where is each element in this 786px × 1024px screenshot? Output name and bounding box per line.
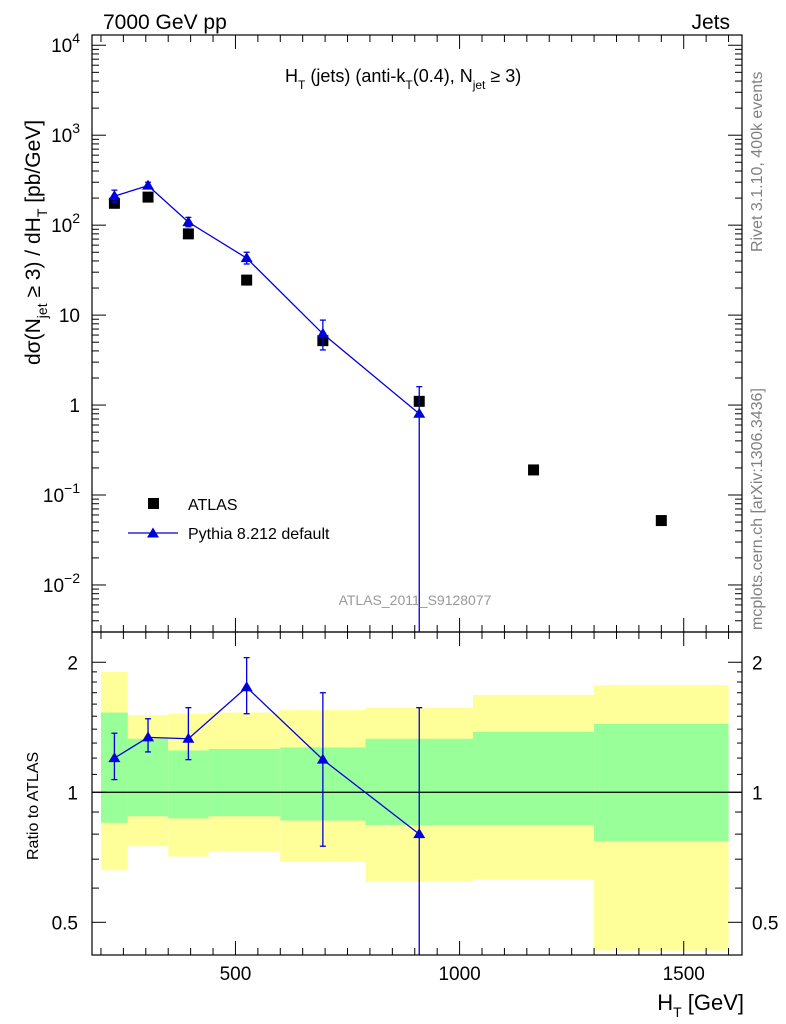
- data-point: [655, 515, 667, 527]
- mc-point: [182, 216, 195, 227]
- x-tick-label: 500: [220, 964, 252, 985]
- data-point: [528, 464, 540, 476]
- legend-label-mc: Pythia 8.212 default: [188, 526, 330, 543]
- band-inner: [208, 748, 281, 817]
- y-tick-label: 104: [51, 30, 80, 57]
- y-tick-label: 10−2: [43, 570, 80, 597]
- band-inner: [168, 750, 209, 819]
- y-tick-label: 10: [59, 306, 80, 327]
- legend-label-atlas: ATLAS: [188, 497, 238, 514]
- ratio-uncertainty-bands: [100, 671, 729, 951]
- data-series: [108, 191, 667, 527]
- ratio-y-tick-label-right: 1: [752, 783, 763, 804]
- mc-point: [108, 190, 121, 201]
- ratio-mc-point: [413, 828, 426, 839]
- ratio-y-tick-label: 2: [67, 653, 78, 674]
- axis-ticks: [92, 35, 742, 955]
- y-tick-label: 10−1: [43, 480, 80, 507]
- mc-point: [413, 407, 426, 418]
- ratio-mc-point: [240, 681, 253, 692]
- side-label-top: Rivet 3.1.10, 400k events: [749, 71, 766, 252]
- legend-marker-mc: [147, 527, 159, 538]
- header-left: 7000 GeV pp: [103, 11, 227, 34]
- ratio-y-tick-label: 1: [67, 783, 78, 804]
- plot-title: HT (jets) (anti-kT(0.4), Njet ≥ 3): [285, 66, 521, 92]
- y-axis-label: dσ(Njet ≥ 3) / dHT [pb/GeV]: [22, 120, 50, 365]
- mc-line: [114, 184, 420, 415]
- x-axis-label: HT [GeV]: [657, 990, 744, 1020]
- ratio-y-tick-label: 0.5: [52, 913, 78, 934]
- ratio-y-tick-label-right: 2: [752, 653, 763, 674]
- ratio-mc-series: [108, 656, 426, 955]
- data-point: [241, 274, 253, 286]
- mc-point: [316, 327, 329, 338]
- ratio-mc-point: [108, 752, 121, 763]
- band-inner: [594, 723, 729, 842]
- analysis-watermark: ATLAS_2011_S9128077: [339, 592, 492, 608]
- x-tick-label: 1500: [663, 964, 705, 985]
- ratio-frame: [91, 631, 743, 956]
- band-inner: [473, 731, 595, 825]
- mc-point: [142, 179, 155, 190]
- data-point: [108, 197, 120, 209]
- axes-frames: [91, 34, 743, 956]
- legend-marker-atlas: [148, 498, 159, 509]
- ratio-y-axis-label: Ratio to ATLAS: [25, 752, 42, 860]
- data-point: [142, 191, 154, 203]
- ratio-mc-point: [142, 731, 155, 742]
- ratio-mc-point: [316, 753, 329, 764]
- data-point: [182, 228, 194, 240]
- y-tick-label: 102: [51, 210, 80, 237]
- ratio-mc-point: [182, 732, 195, 743]
- ratio-y-tick-label-right: 0.5: [752, 913, 778, 934]
- x-tick-label: 1000: [438, 964, 480, 985]
- header-right: Jets: [691, 11, 730, 34]
- side-label-bottom: mcplots.cern.ch [arXiv:1306.3436]: [749, 388, 766, 630]
- legend: ATLAS Pythia 8.212 default: [128, 497, 330, 543]
- y-tick-label: 103: [51, 120, 80, 147]
- mc-series: [108, 179, 426, 632]
- y-tick-label: 1: [69, 396, 80, 417]
- mc-point: [240, 252, 253, 263]
